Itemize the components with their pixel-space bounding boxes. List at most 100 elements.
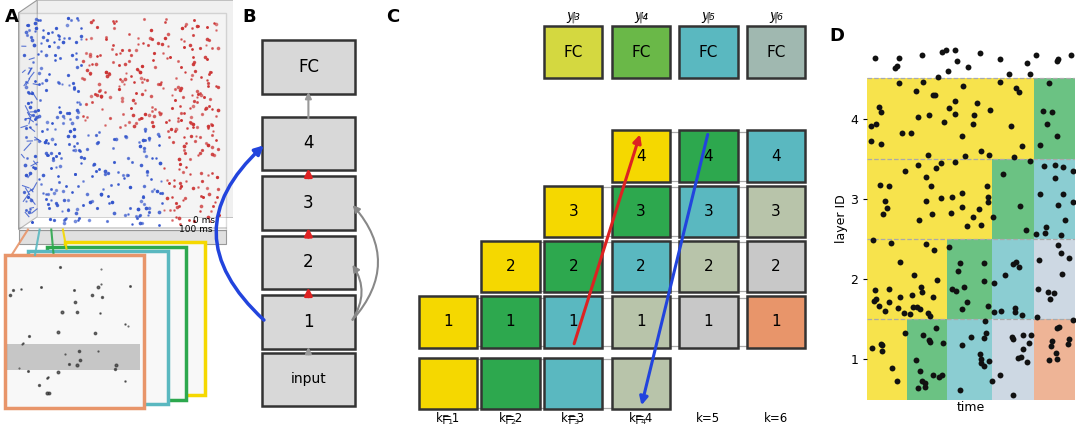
Point	[954, 133, 971, 139]
Point	[1032, 191, 1049, 198]
Bar	[907, 159, 947, 239]
Text: 2: 2	[771, 259, 780, 274]
Point	[896, 167, 914, 174]
Point	[907, 88, 925, 95]
Point	[941, 244, 958, 250]
Point	[955, 283, 972, 290]
Point	[916, 383, 933, 390]
Point	[1037, 121, 1055, 128]
FancyBboxPatch shape	[481, 296, 540, 348]
Point	[981, 152, 998, 159]
Point	[929, 74, 946, 81]
Point	[951, 387, 968, 394]
FancyBboxPatch shape	[261, 295, 356, 348]
Point	[1041, 356, 1058, 363]
Point	[874, 342, 891, 349]
Point	[1050, 323, 1068, 330]
Point	[947, 288, 965, 295]
Point	[1036, 230, 1054, 237]
Point	[979, 183, 996, 190]
Point	[913, 283, 930, 290]
Text: FC: FC	[699, 45, 718, 60]
Point	[1005, 391, 1022, 398]
Point	[880, 299, 898, 306]
Point	[1007, 259, 1024, 266]
X-axis label: time: time	[957, 401, 985, 414]
Bar	[867, 319, 907, 400]
Point	[976, 260, 993, 266]
Bar	[992, 319, 1034, 400]
Polygon shape	[18, 0, 37, 230]
Point	[927, 92, 944, 99]
Point	[1042, 295, 1059, 302]
Point	[888, 377, 905, 384]
Point	[919, 152, 937, 159]
Point	[946, 159, 964, 166]
Point	[991, 79, 1008, 86]
FancyBboxPatch shape	[611, 358, 670, 409]
Point	[908, 304, 926, 311]
FancyBboxPatch shape	[680, 186, 737, 237]
Text: 3: 3	[568, 204, 578, 219]
Point	[933, 160, 951, 167]
Polygon shape	[37, 0, 245, 217]
Point	[1001, 70, 1018, 77]
Text: FC: FC	[564, 45, 583, 60]
Text: y₃: y₃	[566, 9, 580, 23]
Point	[943, 286, 960, 292]
Point	[1007, 85, 1024, 91]
Point	[1017, 227, 1034, 233]
Point	[938, 46, 955, 53]
Point	[1009, 355, 1027, 362]
Point	[1028, 52, 1045, 59]
Point	[911, 217, 928, 224]
Text: input: input	[291, 372, 326, 386]
Text: 2: 2	[506, 259, 515, 274]
Point	[1048, 325, 1066, 332]
Text: k=6: k=6	[764, 412, 788, 425]
Point	[1046, 162, 1063, 169]
Point	[979, 193, 996, 200]
Point	[1030, 256, 1047, 263]
Point	[912, 368, 929, 375]
FancyBboxPatch shape	[28, 251, 168, 404]
FancyBboxPatch shape	[544, 241, 603, 292]
Point	[920, 337, 938, 343]
FancyBboxPatch shape	[680, 241, 737, 292]
Text: k=1: k=1	[436, 412, 460, 425]
FancyBboxPatch shape	[544, 26, 603, 78]
Point	[1064, 317, 1082, 323]
Text: 1: 1	[771, 314, 780, 329]
Point	[1064, 167, 1082, 174]
Text: 3: 3	[304, 194, 313, 212]
Text: 1: 1	[443, 314, 453, 329]
Point	[867, 121, 885, 128]
FancyBboxPatch shape	[747, 130, 805, 182]
Point	[946, 110, 964, 117]
Point	[985, 280, 1003, 287]
Bar	[947, 239, 992, 319]
Point	[922, 182, 940, 189]
Text: 2: 2	[568, 259, 578, 274]
Point	[914, 289, 931, 295]
Text: 1: 1	[704, 314, 713, 329]
Point	[893, 129, 911, 136]
Point	[959, 223, 977, 230]
FancyBboxPatch shape	[47, 246, 186, 400]
FancyBboxPatch shape	[261, 40, 356, 94]
Point	[1061, 336, 1079, 343]
Polygon shape	[18, 230, 227, 244]
FancyBboxPatch shape	[418, 358, 477, 409]
Point	[874, 210, 891, 217]
Point	[914, 331, 931, 338]
Bar	[907, 78, 947, 159]
Point	[952, 260, 969, 267]
Text: 2: 2	[636, 259, 646, 274]
Point	[902, 310, 919, 317]
Point	[926, 246, 943, 253]
Point	[862, 138, 879, 145]
Bar	[1034, 159, 1075, 239]
Text: 2: 2	[304, 253, 313, 272]
Point	[1021, 71, 1038, 78]
Point	[1053, 231, 1070, 238]
